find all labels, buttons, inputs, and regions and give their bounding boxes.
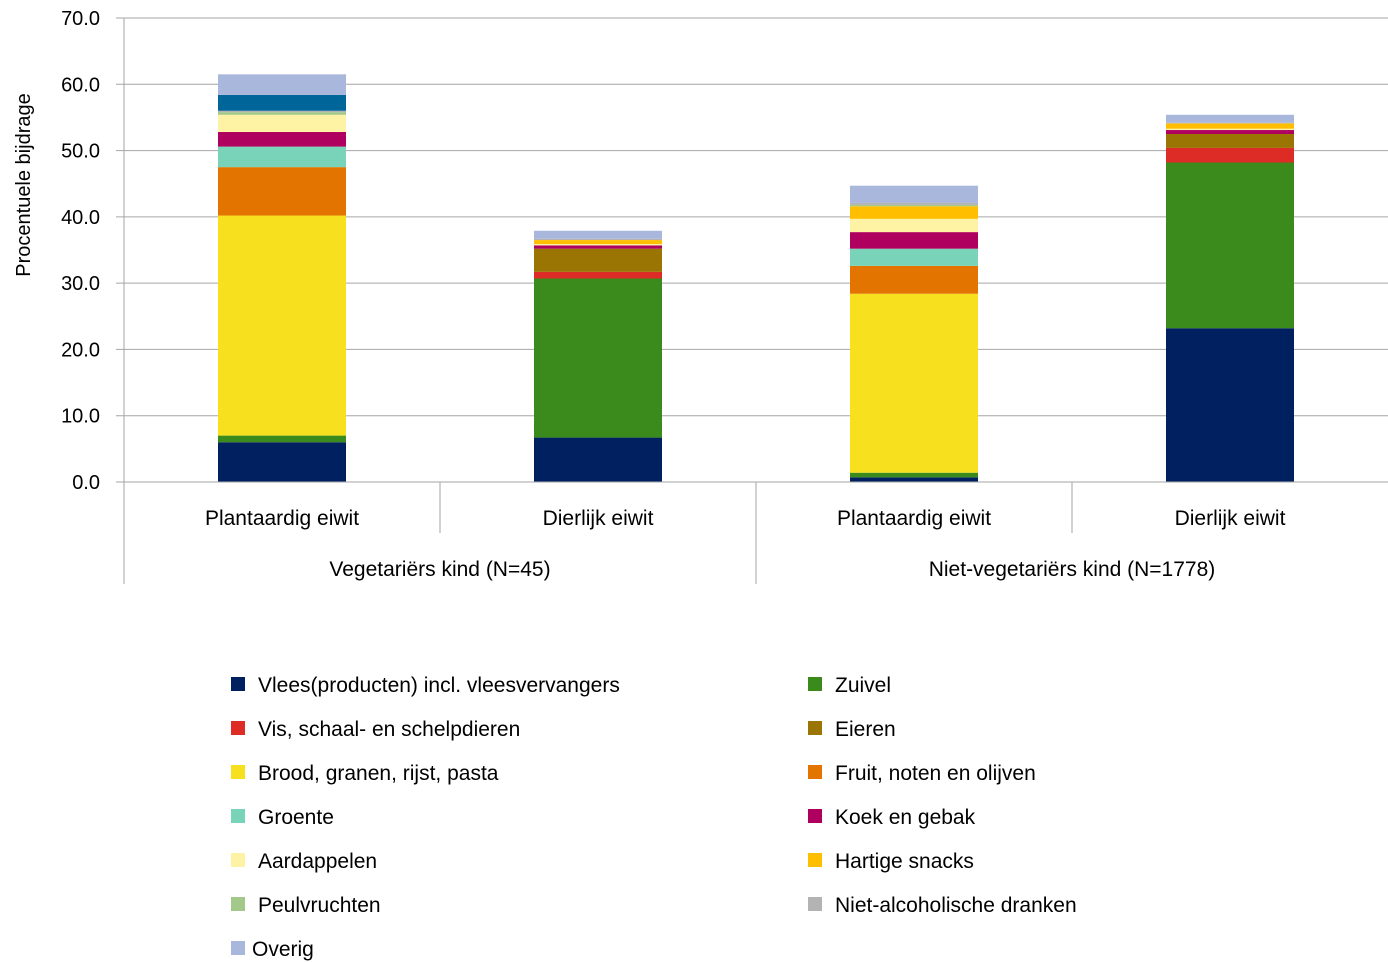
legend-swatch [231, 721, 245, 735]
bar-segment-peulvruchten [850, 204, 978, 207]
y-tick-label: 50.0 [61, 141, 100, 163]
y-tick-label: 10.0 [61, 406, 100, 428]
legend-label: Peulvruchten [258, 894, 381, 917]
bar-segment-overig [1166, 114, 1294, 123]
bar-segment-niet-alcoholische-dranken [534, 238, 662, 241]
y-axis-title: Procentuele bijdrage [13, 93, 35, 276]
bar-segment-brood-granen-rijst-pasta [850, 293, 978, 473]
legend-swatch [231, 765, 245, 779]
bar-segment-groente [218, 146, 346, 168]
bar-segment-niet-alcoholische-dranken [850, 202, 978, 205]
bar-segment-niet-alcoholische-dranken [218, 110, 346, 113]
bar-segment-koek-en-gebak [534, 245, 662, 249]
legend-swatch [808, 721, 822, 735]
x-category-label: Plantaardig eiwit [837, 507, 991, 530]
bar-segment-fruit-noten-en-olijven [218, 167, 346, 216]
bar-segment-overig [218, 74, 346, 95]
bar-segment-vlees-producten-incl-vleesvervangers [218, 442, 346, 482]
bar-segment-aardappelen [534, 244, 662, 246]
legend-label: Eieren [835, 718, 896, 741]
bar-segment-aardappelen [850, 218, 978, 233]
x-category-label: Dierlijk eiwit [1175, 507, 1286, 530]
bar-segment-fruit-noten-en-olijven [850, 265, 978, 294]
legend-label: Brood, granen, rijst, pasta [258, 762, 499, 785]
legend-label: Hartige snacks [835, 850, 974, 873]
bar-segment-vlees-producten-incl-vleesvervangers [1166, 328, 1294, 482]
y-tick-label: 60.0 [61, 74, 100, 96]
bar-segment-overig [534, 230, 662, 239]
bar-segment-eieren [534, 248, 662, 272]
legend-swatch [808, 897, 822, 911]
legend-label: Fruit, noten en olijven [835, 762, 1036, 785]
y-tick-label: 20.0 [61, 339, 100, 361]
bar-segment-aardappelen [218, 114, 346, 133]
bar-segment-zuivel [534, 278, 662, 438]
bar-segment-vlees-producten-incl-vleesvervangers [534, 437, 662, 482]
bars [218, 74, 1294, 482]
x-group-label: Vegetariërs kind (N=45) [329, 558, 550, 581]
bar-segment-peulvruchten [218, 112, 346, 115]
bar-segment-overig [850, 185, 978, 203]
y-tick-label: 70.0 [61, 8, 100, 30]
bar-segment-vis-schaal-en-schelpdieren [534, 271, 662, 279]
legend-swatch [808, 809, 822, 823]
bar-segment-koek-en-gebak [850, 232, 978, 249]
legend-label: Vlees(producten) incl. vleesvervangers [258, 674, 620, 697]
legend-label: Groente [258, 806, 334, 829]
bar-segment-zuivel [1166, 162, 1294, 329]
legend-swatch [231, 897, 245, 911]
y-axis-ticks: 0.0 10.0 20.0 30.0 40.0 50.0 60.0 70.0 [61, 8, 100, 494]
y-tick-label: 30.0 [61, 273, 100, 295]
bar-segment-koek-en-gebak [1166, 130, 1294, 134]
bar-segment-aardappelen [1166, 128, 1294, 131]
legend-swatch [231, 941, 245, 955]
bar-segment-brood-granen-rijst-pasta [218, 215, 346, 436]
bar-segment-niet-alcoholische-dranken [1166, 122, 1294, 124]
legend-swatch [808, 853, 822, 867]
legend-label: Koek en gebak [835, 806, 976, 829]
legend-swatch [808, 677, 822, 691]
bar-segment-hartige-snacks [1166, 123, 1294, 129]
legend-label: Vis, schaal- en schelpdieren [258, 718, 520, 741]
x-category-label: Plantaardig eiwit [205, 507, 359, 530]
legend-label: Aardappelen [258, 850, 377, 873]
bar-segment-vis-schaal-en-schelpdieren [1166, 147, 1294, 163]
legend-swatch [231, 677, 245, 691]
bar-segment-vlees-producten-incl-vleesvervangers [850, 477, 978, 482]
legend-label: Overig [252, 938, 314, 961]
bar-segment-hartige-snacks [534, 240, 662, 245]
axes [116, 18, 1388, 584]
legend-swatch [231, 809, 245, 823]
bar-segment-hartige-snacks [850, 206, 978, 219]
legend-swatch [808, 765, 822, 779]
legend-swatch [231, 853, 245, 867]
bar-segment-groente [850, 248, 978, 266]
bar-segment-koek-en-gebak [218, 132, 346, 147]
legend-label: Niet-alcoholische dranken [835, 894, 1077, 917]
x-group-label: Niet-vegetariërs kind (N=1778) [929, 558, 1216, 581]
y-tick-label: 40.0 [61, 207, 100, 229]
legend-label: Zuivel [835, 674, 891, 697]
bar-segment-unlabeled [218, 94, 346, 111]
x-axis-labels: Plantaardig eiwit Dierlijk eiwit Plantaard… [205, 507, 1286, 581]
bar-segment-zuivel [850, 472, 978, 478]
bar-segment-eieren [1166, 134, 1294, 148]
bar-segment-zuivel [218, 435, 346, 443]
x-category-label: Dierlijk eiwit [543, 507, 654, 530]
y-tick-label: 0.0 [72, 472, 100, 494]
legend: Vlees(producten) incl. vleesvervangers Zu… [231, 674, 1077, 961]
